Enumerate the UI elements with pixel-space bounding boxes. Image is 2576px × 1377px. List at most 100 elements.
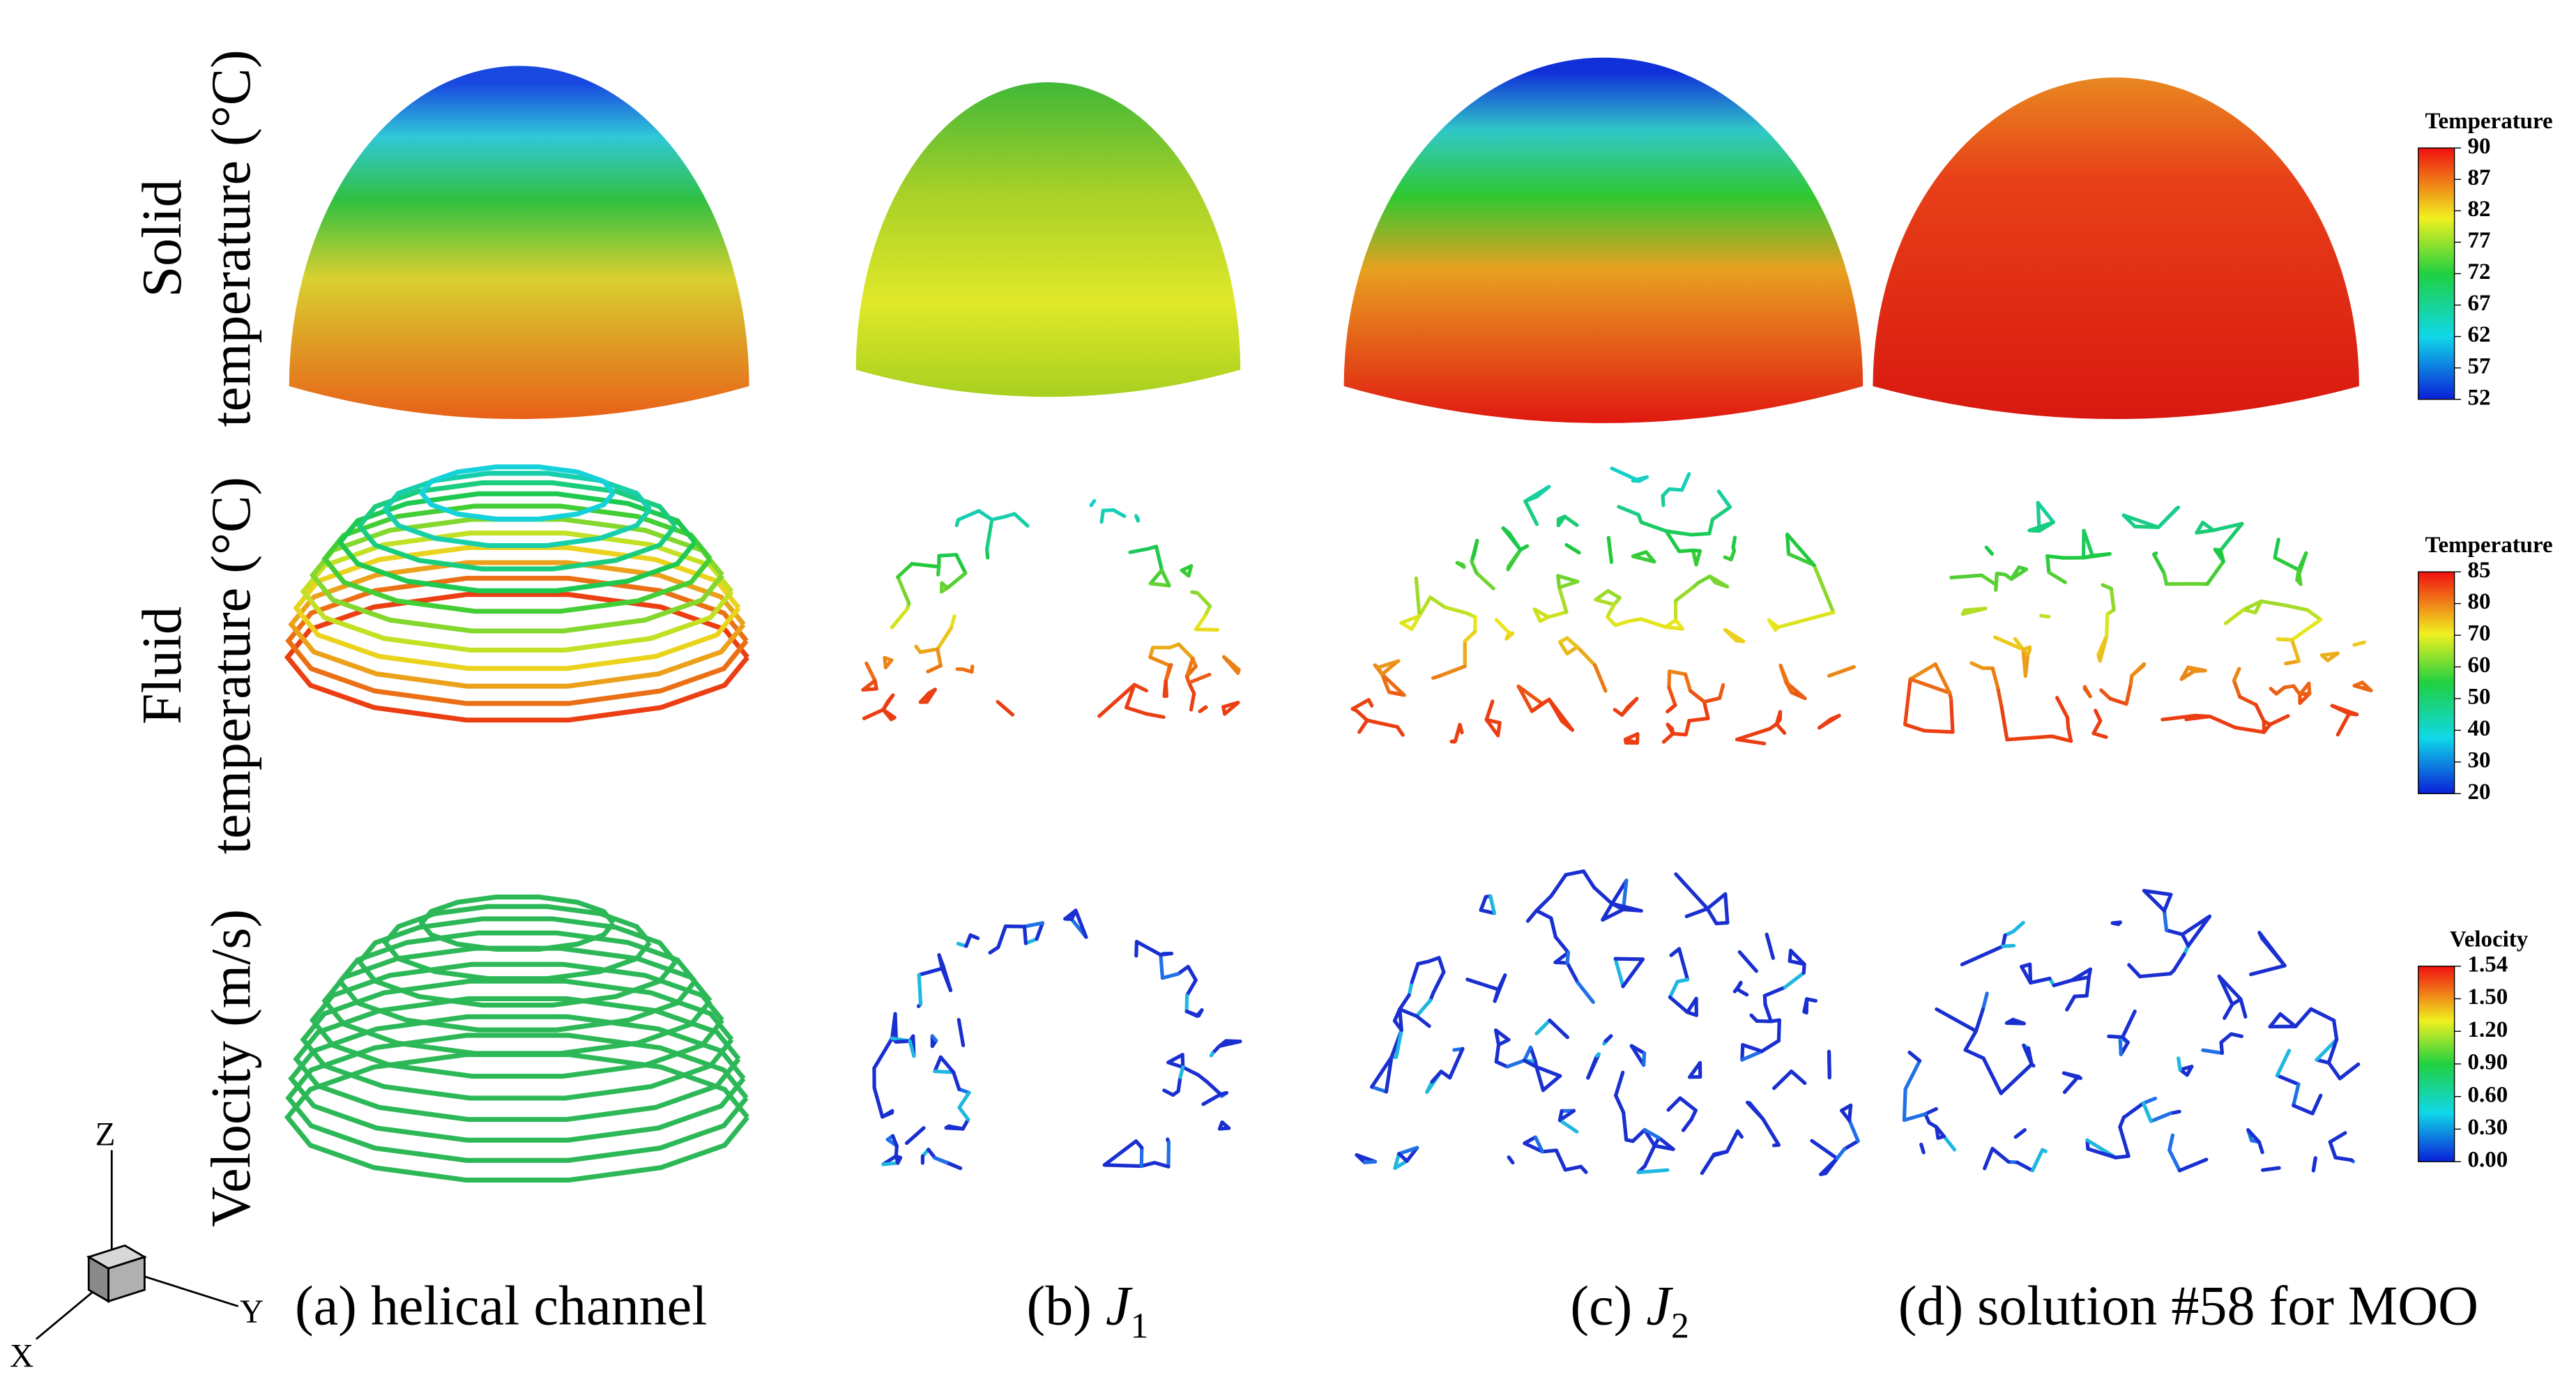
channel-segment xyxy=(1689,689,1706,704)
channel-segment xyxy=(1666,706,1675,714)
channel-segment xyxy=(2127,963,2142,979)
channel-segment xyxy=(1494,1042,1501,1064)
channel-segment xyxy=(1565,636,1580,649)
channel-segment xyxy=(2195,520,2205,535)
channel-segment xyxy=(1438,664,1467,678)
colorbar xyxy=(2418,147,2455,400)
channel-segment xyxy=(2177,1056,2182,1072)
channel-segment xyxy=(1999,1062,2034,1095)
channel-segment xyxy=(2066,726,2073,743)
channel-segment xyxy=(1712,1150,1729,1157)
channel-segment xyxy=(2117,920,2122,927)
channel-segment xyxy=(1668,980,1679,999)
caption: (a) helical channel xyxy=(295,1275,708,1337)
channel-segment xyxy=(1789,1069,1807,1086)
channel-segment xyxy=(1125,683,1136,710)
channel-segment xyxy=(1960,607,1988,616)
channel-segment xyxy=(1448,1047,1465,1080)
channel-segment xyxy=(1981,991,1989,1012)
channel-segment xyxy=(1452,739,1458,744)
channel-loop xyxy=(321,503,712,614)
channel-segment xyxy=(1610,901,1626,912)
channel-segment xyxy=(1810,1139,1839,1161)
channel-segment xyxy=(917,973,923,1006)
channel-segment xyxy=(1376,659,1401,669)
channel-segment xyxy=(1357,718,1369,734)
channel-segment xyxy=(1564,869,1586,877)
channel-segment xyxy=(2133,524,2160,529)
channel-segment xyxy=(1631,1127,1647,1143)
channel-segment xyxy=(1022,925,1028,945)
channel-segment xyxy=(2045,554,2051,575)
colorbar-tick-label: 60 xyxy=(2467,653,2490,678)
colorbar-title: Temperature xyxy=(2425,109,2552,134)
channel-segment xyxy=(1765,932,1775,960)
channel-segment xyxy=(1548,1018,1569,1040)
channel-segment xyxy=(1636,1168,1670,1175)
channel-segment xyxy=(1902,1112,1928,1123)
channel-segment xyxy=(1735,987,1749,997)
channel-segment xyxy=(1557,585,1569,614)
channel-loop xyxy=(337,930,697,1033)
colorbar-tick-label: 82 xyxy=(2467,197,2490,222)
channel-segment xyxy=(1176,1075,1182,1093)
channel-segment xyxy=(1847,1103,1853,1123)
channel-segment xyxy=(2257,1140,2264,1155)
channel-segment xyxy=(1209,1051,1214,1058)
channel-segment xyxy=(1557,1109,1576,1123)
channel-segment xyxy=(1847,1118,1860,1143)
colorbar-tick-label: 0.90 xyxy=(2467,1050,2508,1075)
caption: (d) solution #58 for MOO xyxy=(1898,1275,2478,1337)
channel-segment xyxy=(2218,548,2225,563)
channel-segment xyxy=(2094,708,2103,723)
channel-segment xyxy=(1187,672,1212,685)
channel-segment xyxy=(2050,734,2073,743)
channel-segment xyxy=(2009,565,2021,581)
colorbar-tick-label: 1.20 xyxy=(2467,1017,2508,1042)
channel-segment xyxy=(1102,1163,1143,1169)
channel-segment xyxy=(1969,661,1985,670)
channel-segment xyxy=(1981,1056,2003,1095)
channel-segment xyxy=(1960,944,2005,966)
channel-segment xyxy=(1484,699,1495,722)
channel-segment xyxy=(1393,1152,1401,1170)
channel-segment xyxy=(1132,683,1148,693)
axis-triad xyxy=(35,1150,239,1340)
channel-segment xyxy=(1664,529,1682,554)
channel-segment xyxy=(2005,734,2055,742)
channel-segment xyxy=(890,607,909,630)
colorbars: Temperature908782777267625752Temperature… xyxy=(2418,109,2553,1173)
channel-segment xyxy=(1619,697,1639,717)
channel-segment xyxy=(2124,682,2133,706)
channel-segment xyxy=(2292,1103,2315,1116)
channel-segment xyxy=(1350,698,1371,711)
channel-segment xyxy=(2162,892,2173,913)
channel-segment xyxy=(2142,888,2167,913)
row-label: Velocity (m/s) xyxy=(201,909,262,1227)
channel-segment xyxy=(1454,722,1462,743)
channel-segment xyxy=(1181,1065,1200,1077)
channel-segment xyxy=(1507,1155,1515,1165)
channel-segment xyxy=(2268,714,2290,726)
channel-segment xyxy=(1431,970,1446,995)
channel-segment xyxy=(2162,908,2169,932)
channel-segment xyxy=(1576,980,1595,1004)
channel-segment xyxy=(1677,548,1695,554)
channel-segment xyxy=(1557,1109,1564,1123)
channel-segment xyxy=(1702,696,1722,704)
channel-segment xyxy=(908,1039,916,1058)
channel-segment xyxy=(936,647,943,668)
channel-segment xyxy=(968,933,980,941)
channel-segment xyxy=(2262,719,2272,726)
channel-segment xyxy=(1494,618,1511,635)
channel-segment xyxy=(1505,1058,1526,1069)
channel-segment xyxy=(1908,662,1937,681)
channel-segment xyxy=(1366,698,1374,708)
channel-segment xyxy=(1999,706,2009,742)
channel-segment xyxy=(2217,974,2243,1001)
channel-segment xyxy=(1396,1152,1409,1163)
channel-segment xyxy=(945,571,968,590)
channel-segment xyxy=(2011,920,2025,934)
channel-segment xyxy=(937,553,959,558)
channel-segment xyxy=(1426,956,1441,964)
